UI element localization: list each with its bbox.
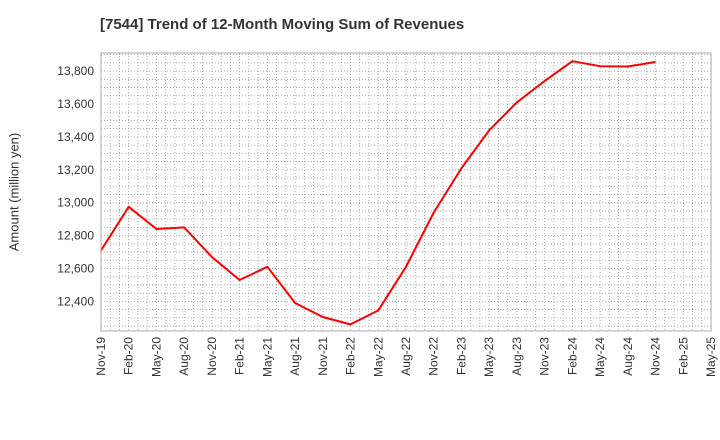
series-layer [100, 60, 656, 326]
y-tick-label: 13,400 [57, 130, 94, 144]
x-tick-label: Feb-25 [676, 337, 690, 375]
x-tick-label: Nov-22 [427, 337, 441, 376]
x-tick-label: Feb-24 [565, 337, 579, 375]
x-tick-label: Feb-23 [454, 337, 468, 375]
x-tick-label: Aug-20 [177, 337, 191, 376]
y-tick-label: 12,400 [57, 294, 94, 308]
y-tick-label: 13,000 [57, 196, 94, 210]
y-tick-label: 12,600 [57, 261, 94, 275]
x-tick-label: May-25 [704, 337, 718, 377]
x-axis-ticks: Nov-19 Feb-20 May-20 Aug-20 Nov-20 Feb-21 May-… [94, 337, 718, 377]
chart-title: [7544] Trend of 12-Month Moving Sum of R… [100, 16, 465, 33]
x-tick-label: Aug-21 [288, 337, 302, 376]
x-tick-label: May-21 [260, 337, 274, 377]
y-tick-label: 13,600 [57, 97, 94, 111]
x-tick-label: Aug-23 [510, 337, 524, 376]
y-tick-label: 12,800 [57, 229, 94, 243]
x-tick-label: Aug-24 [621, 337, 635, 376]
x-tick-label: Nov-24 [649, 337, 663, 376]
x-tick-label: May-20 [149, 337, 163, 377]
x-tick-label: Feb-22 [344, 337, 358, 375]
x-tick-label: Nov-20 [205, 337, 219, 376]
y-tick-label: 13,200 [57, 163, 94, 177]
x-tick-label: Nov-23 [538, 337, 552, 376]
grid [101, 53, 711, 331]
x-tick-label: May-23 [482, 337, 496, 377]
x-tick-label: Feb-21 [233, 337, 247, 375]
x-tick-label: May-22 [371, 337, 385, 377]
series-line [100, 60, 656, 326]
y-tick-label: 13,800 [57, 64, 94, 78]
x-tick-label: Feb-20 [122, 337, 136, 375]
x-tick-label: Nov-21 [316, 337, 330, 376]
y-axis-ticks: 12,400 12,600 12,800 13,000 13,200 13,400 13,6… [57, 64, 94, 308]
x-tick-label: Nov-19 [94, 337, 108, 376]
plot-frame [100, 52, 712, 332]
x-tick-label: May-24 [593, 337, 607, 377]
x-tick-label: Aug-22 [399, 337, 413, 376]
